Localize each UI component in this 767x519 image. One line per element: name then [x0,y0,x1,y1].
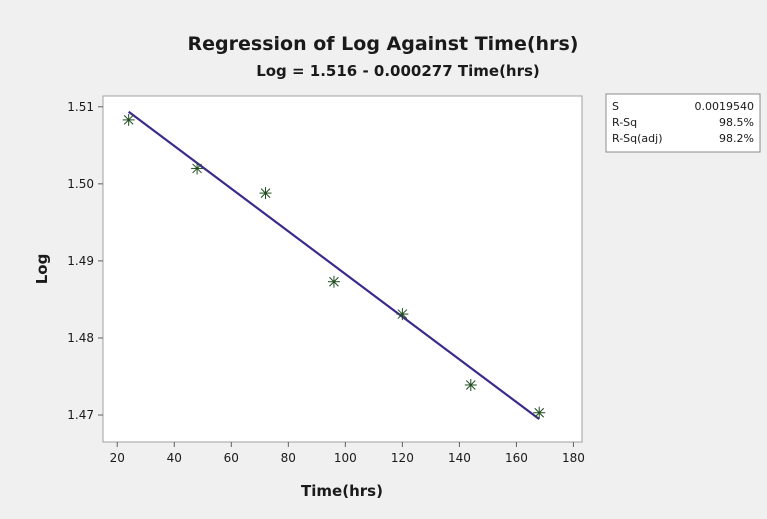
x-tick-label: 40 [167,451,182,465]
stats-s-value: 0.0019540 [695,100,755,113]
x-axis-label: Time(hrs) [301,482,383,500]
stats-rsq-adj-label: R-Sq(adj) [612,132,663,145]
data-point [122,113,135,126]
data-point [464,378,477,391]
point-marker-stroke [465,380,476,390]
x-tick-label: 20 [110,451,125,465]
data-points [122,113,546,419]
plot-area [102,95,583,443]
x-tick-label: 140 [448,451,471,465]
chart-subtitle: Log = 1.516 - 0.000277 Time(hrs) [256,62,540,80]
y-tick-label: 1.47 [67,408,94,422]
chart-title: Regression of Log Against Time(hrs) [188,33,579,55]
data-point [327,275,340,288]
y-tick-label: 1.49 [67,254,94,268]
point-marker-stroke [329,276,339,287]
stats-s-label: S [612,100,619,113]
y-tick-label: 1.50 [67,177,94,191]
x-tick-label: 60 [224,451,239,465]
stats-box: S 0.0019540 R-Sq 98.5% R-Sq(adj) 98.2% [605,93,761,153]
point-marker-stroke [123,115,134,125]
point-marker-stroke [192,163,202,174]
data-point [191,162,204,175]
x-axis: 20 40 60 80 100 120 140 160 180 [110,442,585,465]
data-point [396,308,409,321]
data-point [259,187,272,200]
point-marker-stroke [260,188,271,198]
y-axis: 1.47 1.48 1.49 1.50 1.51 [67,100,103,422]
y-axis-label: Log [33,254,51,285]
x-tick-label: 80 [281,451,296,465]
point-marker-stroke [397,309,408,319]
point-marker-stroke [534,407,545,418]
stats-box-frame [605,93,761,153]
data-point [533,406,546,419]
x-tick-label: 160 [505,451,528,465]
y-tick-label: 1.48 [67,331,94,345]
x-tick-label: 120 [391,451,414,465]
x-tick-label: 100 [334,451,357,465]
stats-rsq-adj-value: 98.2% [719,132,754,145]
y-tick-label: 1.51 [67,100,94,114]
stats-rsq-value: 98.5% [719,116,754,129]
x-tick-label: 180 [562,451,585,465]
stats-rsq-label: R-Sq [612,116,637,129]
